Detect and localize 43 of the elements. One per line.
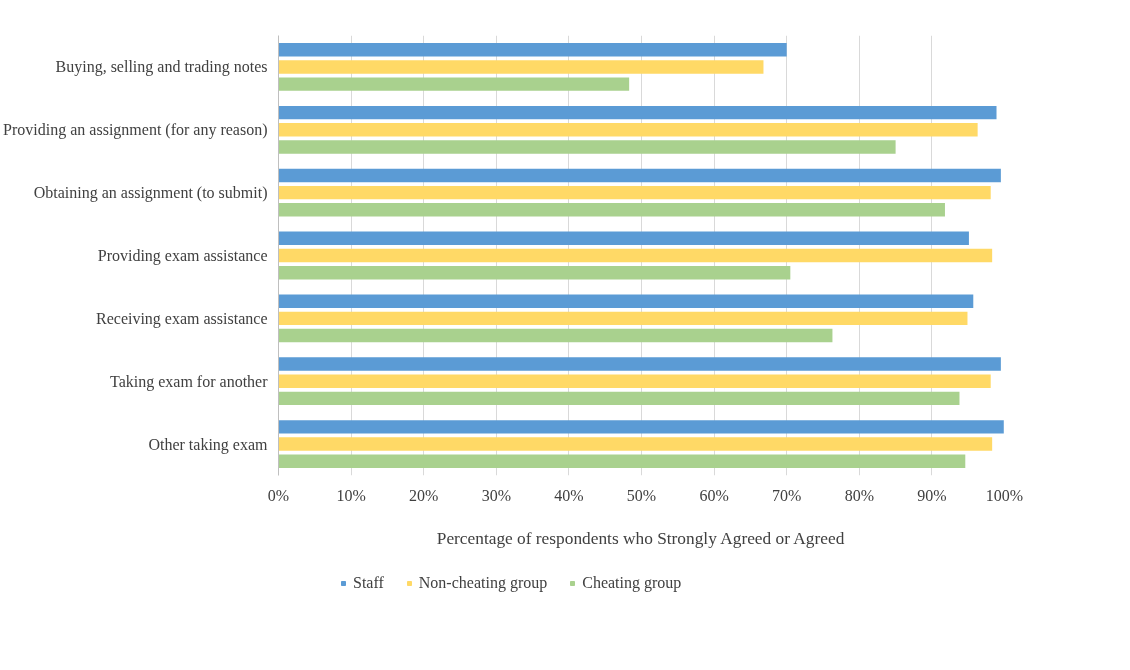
bar: [278, 265, 791, 280]
y-tick-label: Obtaining an assignment (to submit): [33, 184, 268, 203]
x-tick-label: 70%: [772, 486, 802, 504]
bar: [278, 454, 966, 468]
y-tick-label: Providing exam assistance: [97, 247, 268, 265]
x-tick-label: 20%: [409, 486, 439, 504]
bar: [278, 311, 968, 326]
bar: [278, 123, 978, 137]
y-tick-label: Taking exam for another: [110, 372, 269, 391]
legend-label: Cheating group: [582, 574, 682, 592]
bar: [278, 357, 1001, 371]
bar: [278, 60, 764, 74]
bar: [278, 420, 1004, 434]
bar: [278, 185, 991, 200]
x-tick-label: 0%: [267, 486, 290, 504]
x-tick-label: 90%: [917, 486, 947, 504]
bar: [278, 231, 969, 246]
x-tick-label: 80%: [844, 486, 874, 504]
bar: [278, 77, 630, 91]
bar: [278, 248, 993, 263]
x-tick-label: 50%: [626, 486, 657, 504]
bar: [278, 328, 833, 343]
x-tick-label: 30%: [481, 486, 511, 504]
y-tick-label: Buying, selling and trading notes: [55, 58, 268, 77]
bar: [278, 294, 974, 308]
legend-label: Staff: [353, 574, 384, 592]
x-tick-label: 40%: [554, 486, 584, 504]
legend-label: Non-cheating group: [418, 574, 548, 592]
y-tick-label: Receiving exam assistance: [96, 309, 268, 328]
bar: [278, 140, 896, 154]
y-tick-label: Providing an assignment (for any reason): [3, 121, 268, 140]
bar: [278, 391, 960, 406]
x-tick-label: 10%: [336, 486, 366, 504]
bar: [278, 374, 991, 388]
x-tick-label: 60%: [699, 486, 729, 504]
bar: [278, 168, 1001, 183]
bar: [278, 437, 993, 451]
x-axis-title: Percentage of respondents who Strongly Agreed or Agreed: [436, 528, 845, 548]
bar: [278, 203, 945, 217]
x-tick-label: 100%: [985, 486, 1024, 504]
bar: [278, 105, 997, 120]
y-tick-label: Other taking exam: [148, 435, 269, 454]
bar: [278, 43, 787, 57]
